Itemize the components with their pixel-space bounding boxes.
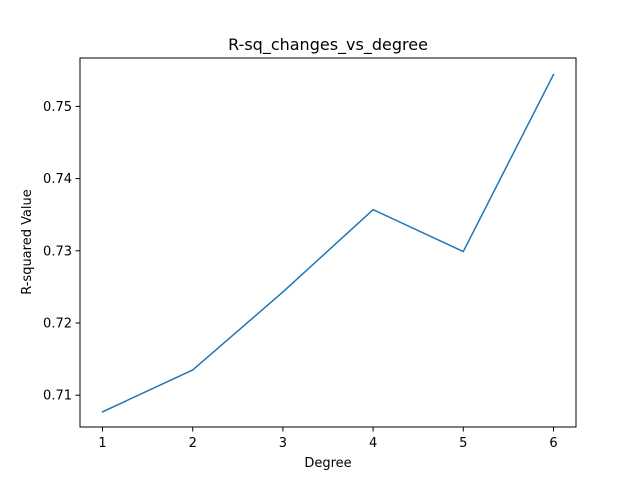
- data-point: [462, 250, 465, 253]
- data-point: [191, 369, 194, 371]
- chart-title: R-sq_changes_vs_degree: [228, 35, 428, 55]
- plot-area-frame: [79, 57, 577, 428]
- series-line: [101, 73, 555, 413]
- x-axis-title: Degree: [304, 456, 351, 471]
- x-tick-label: 6: [549, 436, 557, 451]
- data-point: [101, 411, 104, 413]
- data-point: [372, 208, 374, 211]
- x-tick-label: 3: [279, 436, 287, 451]
- y-axis-ticks: 0.71 0.72 0.73 0.74 0.75: [43, 100, 80, 404]
- y-tick-label: 0.72: [43, 317, 72, 332]
- x-tick-label: 2: [189, 436, 197, 451]
- data-point: [282, 291, 284, 293]
- y-tick-label: 0.74: [43, 172, 72, 187]
- plot-series: [101, 73, 555, 413]
- y-tick-label: 0.73: [43, 244, 72, 259]
- x-tick-label: 5: [459, 436, 467, 451]
- x-tick-label: 4: [369, 436, 377, 451]
- data-point: [552, 73, 555, 76]
- y-axis-title: R-squared Value: [20, 189, 35, 295]
- x-axis-ticks: 1 2 3 4 5 6: [98, 427, 558, 451]
- x-tick-label: 1: [98, 436, 106, 451]
- y-tick-label: 0.71: [43, 389, 72, 404]
- y-tick-label: 0.75: [43, 100, 72, 115]
